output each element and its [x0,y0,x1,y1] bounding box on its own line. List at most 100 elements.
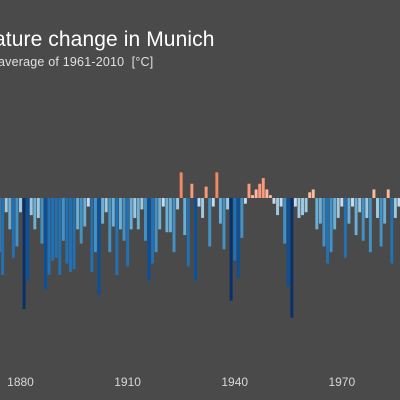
bar-1911 [129,198,133,230]
bar-1886 [40,198,44,244]
bar-1924 [176,198,180,210]
bar-1912 [133,198,137,218]
bar-1938 [226,198,230,210]
bar-1921 [165,198,169,233]
bar-1959 [301,198,304,216]
bar-1883 [29,198,33,216]
bar-1881 [22,198,26,310]
bar-1966 [326,198,329,264]
bar-1984 [390,198,394,264]
bar-1903 [101,198,105,224]
bar-1980 [376,198,379,218]
bar-1969 [336,198,340,218]
bar-1947 [258,183,262,198]
bar-1897 [79,198,83,244]
bar-1933 [208,198,212,247]
x-tick-label-1910: 1910 [114,375,141,389]
bar-1927 [186,198,190,267]
bar-1915 [143,198,147,241]
bar-1958 [297,198,301,218]
bar-1919 [158,198,162,230]
bar-1922 [168,198,172,233]
bar-1899 [86,198,90,207]
bar-1900 [90,198,94,273]
bar-1894 [69,198,72,273]
bar-1875 [1,198,5,275]
bar-1977 [365,198,369,218]
bar-1891 [58,198,62,275]
bar-1895 [72,198,76,270]
bar-1946 [254,189,258,198]
bar-1973 [351,198,354,207]
bar-1902 [97,198,101,295]
bar-1890 [54,198,58,258]
bar-1961 [308,192,312,198]
bar-1932 [204,186,208,198]
bar-1950 [268,195,272,198]
x-tick-label-1970: 1970 [328,375,355,389]
bar-1889 [51,198,55,261]
bar-1983 [386,189,390,198]
bar-1937 [222,198,226,250]
bar-1975 [358,198,362,213]
bar-1926 [183,198,187,236]
bar-1916 [147,198,151,281]
bar-1918 [154,198,158,253]
bar-1928 [190,183,194,198]
bar-1905 [108,198,112,253]
bar-1910 [126,198,130,267]
bar-1974 [354,198,358,236]
bar-1882 [26,198,30,281]
bar-1964 [318,198,322,224]
bar-1880 [19,198,22,213]
bar-1979 [372,189,376,198]
x-tick-label-1880: 1880 [7,375,34,389]
bar-1986 [397,198,400,207]
bar-1893 [65,198,69,264]
bar-1904 [104,198,108,213]
bar-1948 [261,178,265,198]
bar-1923 [172,198,176,253]
bar-1978 [368,198,372,253]
bar-1888 [47,198,51,275]
bar-1949 [265,189,269,198]
bar-1945 [251,195,255,198]
bar-1907 [115,198,119,275]
bar-1981 [379,198,383,247]
bar-1967 [329,198,333,253]
bar-1971 [343,198,347,258]
bar-1965 [322,198,326,247]
bar-1877 [8,198,12,230]
bar-1884 [33,198,37,230]
bar-1898 [83,198,87,227]
bar-1954 [283,198,287,244]
bar-1956 [290,198,294,318]
x-tick-label-1940: 1940 [221,375,248,389]
bar-1930 [197,198,201,207]
bar-1925 [179,172,183,198]
bar-1906 [111,198,115,227]
chart-title: ature change in Munich [0,28,215,51]
bar-1953 [279,198,283,207]
bar-1876 [4,198,8,213]
bar-1951 [272,198,276,204]
bar-1944 [247,183,251,198]
bar-1952 [276,198,280,216]
bar-1892 [61,198,65,241]
bar-1976 [361,198,365,241]
bar-1901 [94,198,97,253]
bar-1878 [11,198,15,258]
bar-1874 [0,198,1,253]
bar-1909 [122,198,126,241]
bar-1879 [15,198,19,247]
bar-1955 [286,198,290,287]
bar-1940 [233,198,237,261]
bar-1957 [293,198,297,207]
bar-1920 [161,198,165,207]
bar-1934 [211,198,215,207]
bar-1908 [119,198,122,230]
bar-1935 [215,172,219,198]
bar-1985 [393,198,397,218]
